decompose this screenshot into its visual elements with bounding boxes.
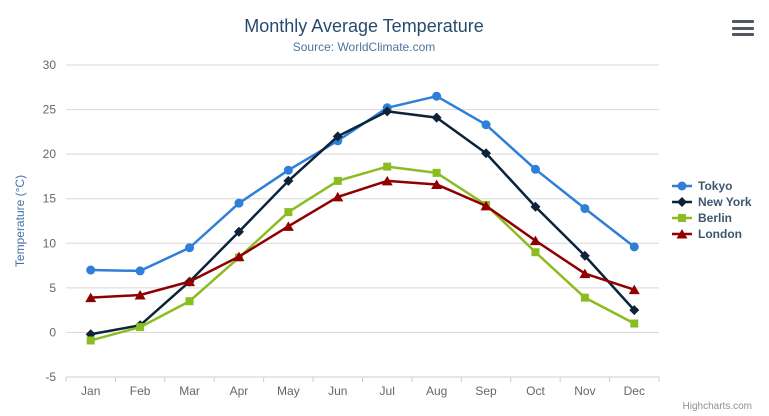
marker-tokyo-feb bbox=[135, 266, 145, 276]
legend-item-tokyo[interactable]: Tokyo bbox=[671, 178, 752, 194]
x-tick-label: Jun bbox=[328, 384, 347, 398]
y-tick-label: 0 bbox=[49, 325, 56, 339]
marker-berlin-jan bbox=[86, 336, 95, 345]
series-tokyo bbox=[86, 91, 639, 276]
marker-london-mar bbox=[184, 276, 196, 287]
legend-marker-square-icon bbox=[672, 214, 692, 222]
marker-new-york-sep bbox=[481, 148, 492, 159]
y-tick-label: 10 bbox=[43, 236, 57, 250]
marker-new-york-nov bbox=[579, 250, 590, 261]
marker-london-aug bbox=[431, 179, 443, 189]
legend-label: New York bbox=[698, 195, 752, 209]
marker-new-york-jul bbox=[382, 106, 393, 117]
x-tick-label: Sep bbox=[475, 384, 497, 398]
legend-item-london[interactable]: London bbox=[671, 226, 752, 242]
marker-berlin-may bbox=[284, 208, 293, 217]
marker-new-york-dec bbox=[629, 305, 640, 316]
legend-label: Tokyo bbox=[698, 179, 733, 193]
credits-link[interactable]: Highcharts.com bbox=[682, 401, 752, 412]
marker-tokyo-aug bbox=[432, 91, 442, 101]
marker-tokyo-dec bbox=[629, 242, 639, 252]
series-line-berlin bbox=[89, 165, 636, 342]
marker-london-sep bbox=[480, 200, 492, 211]
series-london bbox=[85, 175, 640, 303]
marker-tokyo-jan bbox=[86, 265, 96, 275]
legend-marker-diamond-icon bbox=[672, 197, 692, 207]
series-line-london bbox=[89, 179, 636, 299]
hamburger-icon bbox=[732, 33, 754, 36]
marker-new-york-oct bbox=[530, 201, 541, 212]
marker-tokyo-mar bbox=[185, 243, 195, 253]
marker-london-jun bbox=[332, 191, 344, 202]
marker-london-feb bbox=[134, 289, 146, 300]
x-tick-label: Apr bbox=[230, 384, 249, 398]
marker-tokyo-sep bbox=[481, 120, 491, 130]
y-tick-label: 20 bbox=[43, 147, 57, 161]
marker-london-oct bbox=[529, 235, 541, 246]
x-tick-label: Jul bbox=[380, 384, 395, 398]
marker-tokyo-oct bbox=[530, 164, 540, 174]
marker-tokyo-may bbox=[283, 165, 293, 175]
y-tick-label: -5 bbox=[45, 370, 56, 384]
marker-london-may bbox=[282, 221, 294, 231]
series-line-new-york bbox=[89, 110, 636, 336]
x-tick-label: Feb bbox=[130, 384, 151, 398]
hamburger-icon bbox=[732, 20, 754, 23]
legend-marker-triangle-icon bbox=[672, 229, 692, 239]
marker-new-york-apr bbox=[233, 226, 244, 237]
marker-new-york-jun bbox=[332, 131, 343, 142]
y-tick-label: 25 bbox=[43, 103, 57, 117]
marker-london-apr bbox=[233, 251, 245, 262]
x-tick-label: May bbox=[277, 384, 300, 398]
marker-london-dec bbox=[628, 284, 640, 295]
legend-item-berlin[interactable]: Berlin bbox=[671, 210, 752, 226]
marker-new-york-may bbox=[283, 175, 294, 186]
legend: Tokyo New York Berlin London bbox=[671, 178, 752, 242]
x-tick-label: Oct bbox=[526, 384, 545, 398]
chart-title: Monthly Average Temperature bbox=[244, 16, 484, 36]
marker-berlin-jun bbox=[333, 176, 342, 185]
x-tick-label: Mar bbox=[179, 384, 200, 398]
marker-new-york-aug bbox=[431, 112, 442, 123]
marker-berlin-dec bbox=[630, 319, 639, 328]
marker-berlin-jul bbox=[383, 162, 392, 171]
marker-berlin-aug bbox=[432, 168, 441, 177]
marker-london-nov bbox=[579, 268, 591, 279]
legend-label: Berlin bbox=[698, 211, 733, 225]
marker-berlin-nov bbox=[580, 293, 589, 302]
marker-london-jan bbox=[85, 292, 97, 303]
y-tick-label: 30 bbox=[43, 58, 57, 72]
export-menu-button[interactable] bbox=[732, 20, 754, 36]
y-axis-title: Temperature (°C) bbox=[13, 175, 27, 267]
x-tick-label: Jan bbox=[81, 384, 100, 398]
x-tick-label: Nov bbox=[574, 384, 595, 398]
marker-london-jul bbox=[381, 175, 393, 186]
marker-tokyo-nov bbox=[580, 204, 590, 214]
y-tick-label: 5 bbox=[49, 281, 56, 295]
legend-label: London bbox=[698, 227, 742, 241]
x-tick-label: Dec bbox=[624, 384, 645, 398]
marker-berlin-feb bbox=[136, 323, 145, 332]
legend-item-new-york[interactable]: New York bbox=[671, 194, 752, 210]
legend-marker-circle-icon bbox=[672, 181, 692, 191]
marker-tokyo-apr bbox=[234, 198, 244, 208]
chart-subtitle: Source: WorldClimate.com bbox=[292, 40, 436, 54]
series-line-tokyo bbox=[89, 94, 636, 273]
series-new-york bbox=[85, 106, 640, 340]
hamburger-icon bbox=[732, 26, 754, 30]
x-tick-label: Aug bbox=[426, 384, 447, 398]
marker-berlin-mar bbox=[185, 297, 194, 306]
y-tick-label: 15 bbox=[43, 192, 57, 206]
marker-berlin-oct bbox=[531, 248, 540, 257]
